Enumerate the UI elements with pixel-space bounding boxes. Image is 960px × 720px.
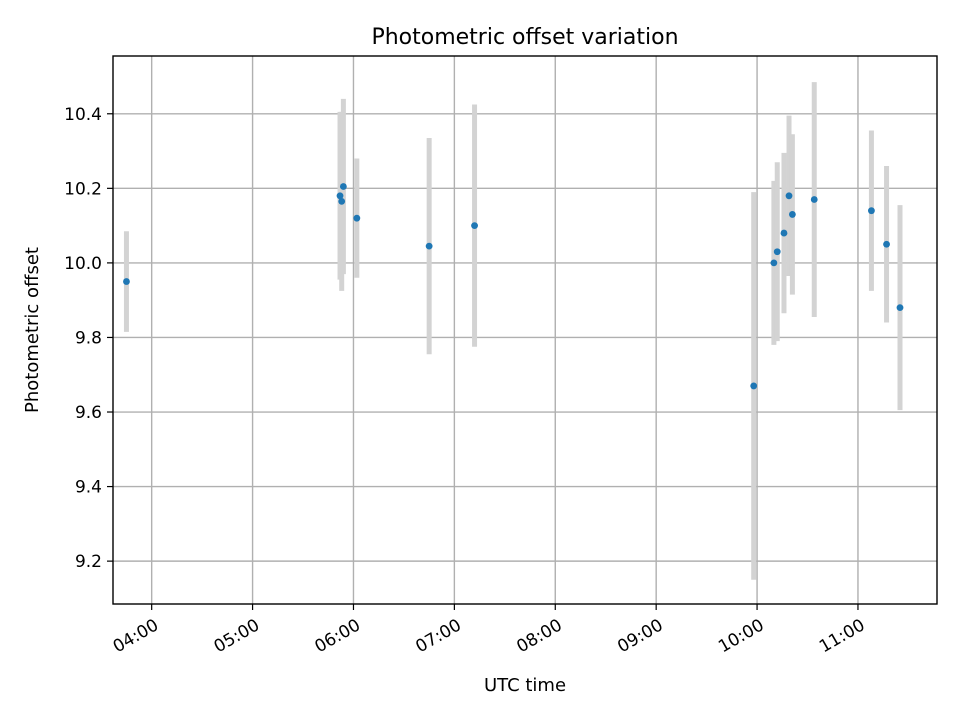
data-point [338,197,346,205]
data-point [471,222,478,230]
y-tick-label: 10.2 [64,179,102,199]
y-tick-label: 9.2 [75,552,102,572]
x-tick-label: 11:00 [816,615,868,657]
x-tick-label: 04:00 [110,615,162,657]
chart-title: Photometric offset variation [371,25,678,50]
data-point [868,207,875,215]
x-tick-label: 05:00 [211,615,263,657]
y-tick-label: 9.8 [75,328,102,348]
data-point [339,183,347,190]
data-point [123,278,130,285]
y-tick-label: 9.6 [75,403,102,423]
data-point [770,259,778,267]
data-point [773,248,781,256]
errorbar-layer [123,82,903,580]
x-axis-label: UTC time [484,675,566,696]
x-tick-label: 06:00 [312,615,364,657]
data-point [883,240,890,248]
point-layer [123,183,904,390]
data-point [780,229,788,237]
grid-layer [113,56,937,604]
x-tick-label: 07:00 [412,615,464,657]
data-point [810,196,818,203]
x-tick-label: 09:00 [614,615,666,657]
data-point [788,211,796,218]
data-point [353,214,361,222]
plot-frame [112,55,938,605]
y-tick-label: 10.4 [64,105,102,125]
data-point [750,382,758,390]
data-point [896,304,904,312]
x-tick-label: 08:00 [513,615,565,657]
y-tick-label: 9.4 [75,478,102,498]
data-point [785,192,793,200]
data-point [336,192,344,200]
y-axis-label: Photometric offset [22,247,43,413]
x-tick-label: 10:00 [715,615,767,657]
data-point [425,242,433,250]
y-tick-label: 10.0 [64,254,102,274]
